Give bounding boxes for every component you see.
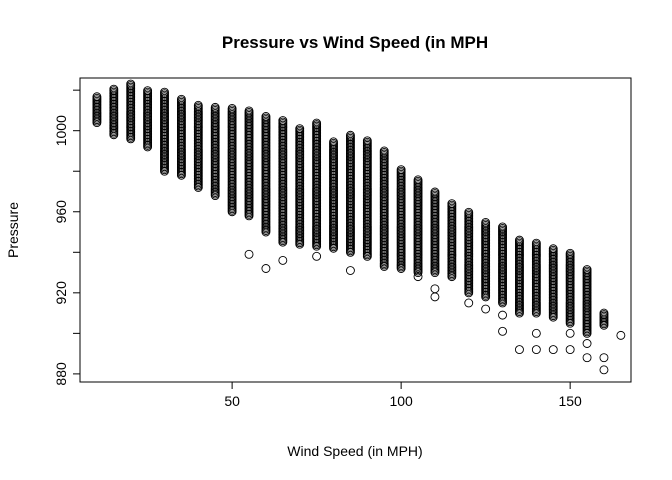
data-point	[531, 238, 541, 248]
chart-title: Pressure vs Wind Speed (in MPH	[222, 33, 488, 52]
plot-frame	[79, 77, 632, 383]
data-point-outlier	[430, 292, 440, 302]
data-point-outlier	[244, 249, 254, 259]
data-points	[92, 79, 626, 375]
data-point	[193, 100, 203, 110]
data-point-outlier	[278, 255, 288, 265]
data-point	[498, 222, 507, 232]
data-point-outlier	[599, 353, 609, 363]
data-point-outlier	[498, 326, 507, 336]
data-point	[362, 136, 372, 146]
data-point	[548, 244, 558, 254]
data-point	[413, 175, 423, 185]
data-point-outlier	[430, 284, 440, 294]
data-point-outlier	[498, 310, 507, 320]
data-point-outlier	[312, 251, 322, 261]
data-point	[447, 199, 457, 209]
data-point-outlier	[261, 264, 271, 273]
data-point	[126, 79, 136, 89]
data-point	[160, 87, 169, 97]
x-axis-label: Wind Speed (in MPH)	[287, 443, 422, 459]
data-point	[92, 92, 102, 102]
y-tick-label-3: 1000	[53, 115, 69, 146]
data-point-outlier	[582, 353, 592, 363]
data-point	[295, 124, 305, 134]
data-point	[312, 118, 322, 128]
data-point	[396, 165, 406, 175]
y-axis-label: Pressure	[5, 202, 21, 258]
data-point	[176, 94, 186, 104]
y-tick-label-0: 880	[53, 362, 69, 386]
data-point	[582, 265, 592, 274]
data-point-outlier	[481, 304, 491, 314]
x-tick-label-2: 150	[558, 393, 582, 409]
data-point-outlier	[531, 345, 541, 355]
y-tick-label-2: 960	[53, 200, 69, 224]
data-point-outlier	[582, 339, 592, 348]
data-point-outlier	[464, 298, 474, 308]
y-tick-label-1: 920	[53, 281, 69, 305]
data-point	[278, 116, 288, 126]
data-point	[210, 102, 220, 112]
data-point-outlier	[531, 328, 541, 338]
data-point-outlier	[599, 365, 609, 375]
y-axis: 880 920 960 1000	[53, 89, 80, 386]
data-point	[514, 235, 524, 245]
data-point-outlier	[514, 345, 524, 355]
x-tick-label-1: 100	[389, 393, 413, 409]
data-point	[345, 130, 355, 140]
data-point	[464, 207, 474, 217]
data-point	[244, 106, 254, 116]
x-tick-label-0: 50	[224, 393, 240, 409]
data-point	[599, 308, 609, 318]
data-point	[379, 146, 389, 156]
data-point-outlier	[548, 345, 558, 355]
data-point	[430, 187, 440, 197]
data-point	[261, 112, 271, 121]
data-point-outlier	[345, 266, 355, 275]
data-point	[143, 86, 153, 96]
data-point-outlier	[413, 272, 423, 282]
data-point-outlier	[565, 345, 575, 355]
x-axis: 50 100 150	[224, 382, 582, 409]
data-point	[616, 330, 626, 340]
data-point	[329, 137, 338, 147]
data-point	[109, 84, 119, 94]
data-point	[565, 248, 575, 258]
data-point	[227, 103, 237, 113]
data-point	[481, 217, 491, 227]
data-point-outlier	[565, 328, 575, 338]
